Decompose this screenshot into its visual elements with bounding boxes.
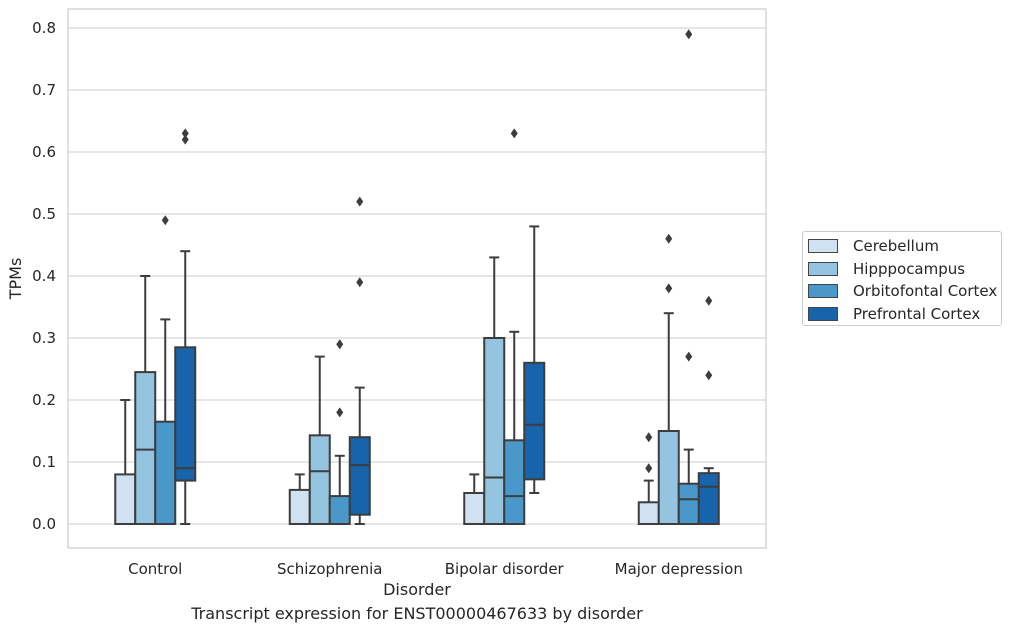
box-iqr <box>523 361 546 481</box>
outlier-point <box>645 463 653 474</box>
box-1-2 <box>328 339 351 526</box>
box-0-0 <box>114 399 137 525</box>
outlier-point <box>161 215 169 226</box>
outlier-point <box>685 29 693 40</box>
box-iqr <box>174 346 197 482</box>
outlier-point <box>356 277 364 288</box>
box-0-3 <box>174 128 197 525</box>
box-iqr <box>114 473 137 525</box>
legend-label: Orbitofontal Cortex <box>853 282 998 301</box>
box-2-0 <box>463 473 486 525</box>
legend-swatch <box>808 306 838 321</box>
box-3-3 <box>697 295 720 526</box>
box-3-0 <box>637 432 660 525</box>
outlier-point <box>685 351 693 362</box>
legend-label: Prefrontal Cortex <box>853 304 981 323</box>
outlier-point <box>645 432 653 443</box>
y-tick-label: 0.0 <box>32 515 56 533</box>
box-3-1 <box>657 233 680 525</box>
y-tick-label: 0.6 <box>32 143 56 161</box>
legend-label: Cerebellum <box>853 237 939 256</box>
y-tick-label: 0.3 <box>32 329 56 347</box>
box-iqr <box>463 492 486 525</box>
y-tick-label: 0.8 <box>32 19 56 37</box>
box-iqr <box>328 495 351 526</box>
legend-item: Cerebellum <box>807 235 1001 258</box>
legend-swatch <box>808 284 838 299</box>
box-iqr <box>154 420 177 526</box>
box-2-1 <box>483 256 506 525</box>
outlier-point <box>181 134 189 145</box>
box-2-3 <box>523 225 546 494</box>
outlier-point <box>705 370 713 381</box>
box-0-1 <box>134 275 157 525</box>
outlier-point <box>336 339 344 350</box>
legend-label: Hipppocampus <box>853 259 966 278</box>
y-axis-label: TPMs <box>6 258 25 301</box>
figure-caption: Transcript expression for ENST0000046763… <box>191 604 643 623</box>
outlier-point <box>181 128 189 139</box>
legend-item: Prefrontal Cortex <box>807 303 1001 326</box>
x-tick-label: Control <box>128 560 182 578</box>
outlier-point <box>665 233 673 244</box>
box-iqr <box>348 436 371 516</box>
y-tick-label: 0.7 <box>32 81 56 99</box>
box-iqr <box>503 439 526 525</box>
outlier-point <box>705 295 713 306</box>
box-iqr <box>657 430 680 525</box>
box-iqr <box>134 371 157 525</box>
box-iqr <box>697 472 720 526</box>
y-tick-label: 0.4 <box>32 267 56 285</box>
outlier-point <box>510 128 518 139</box>
box-iqr <box>308 434 331 525</box>
x-tick-label: Major depression <box>615 560 743 578</box>
legend-swatch <box>808 239 838 254</box>
box-1-1 <box>308 355 331 525</box>
outlier-point <box>336 407 344 418</box>
box-iqr <box>483 337 506 525</box>
legend-item: Orbitofontal Cortex <box>807 280 1001 303</box>
box-iqr <box>637 501 660 525</box>
box-1-3 <box>348 196 371 525</box>
y-tick-label: 0.1 <box>32 453 56 471</box>
x-tick-label: Schizophrenia <box>277 560 382 578</box>
box-iqr <box>288 488 311 525</box>
legend-swatch <box>808 261 838 276</box>
box-3-2 <box>677 29 700 526</box>
box-1-0 <box>288 473 311 525</box>
plot-frame <box>67 8 767 549</box>
box-2-2 <box>503 128 526 525</box>
y-tick-label: 0.5 <box>32 205 56 223</box>
box-0-2 <box>154 215 177 526</box>
box-iqr <box>677 482 700 526</box>
legend: Cerebellum Hipppocampus Orbitofontal Corte… <box>802 231 1002 326</box>
x-axis-label: Disorder <box>383 580 451 599</box>
outlier-point <box>356 196 364 207</box>
x-tick-label: Bipolar disorder <box>445 560 565 578</box>
outlier-point <box>665 283 673 294</box>
y-tick-label: 0.2 <box>32 391 56 409</box>
legend-item: Hipppocampus <box>807 258 1001 281</box>
